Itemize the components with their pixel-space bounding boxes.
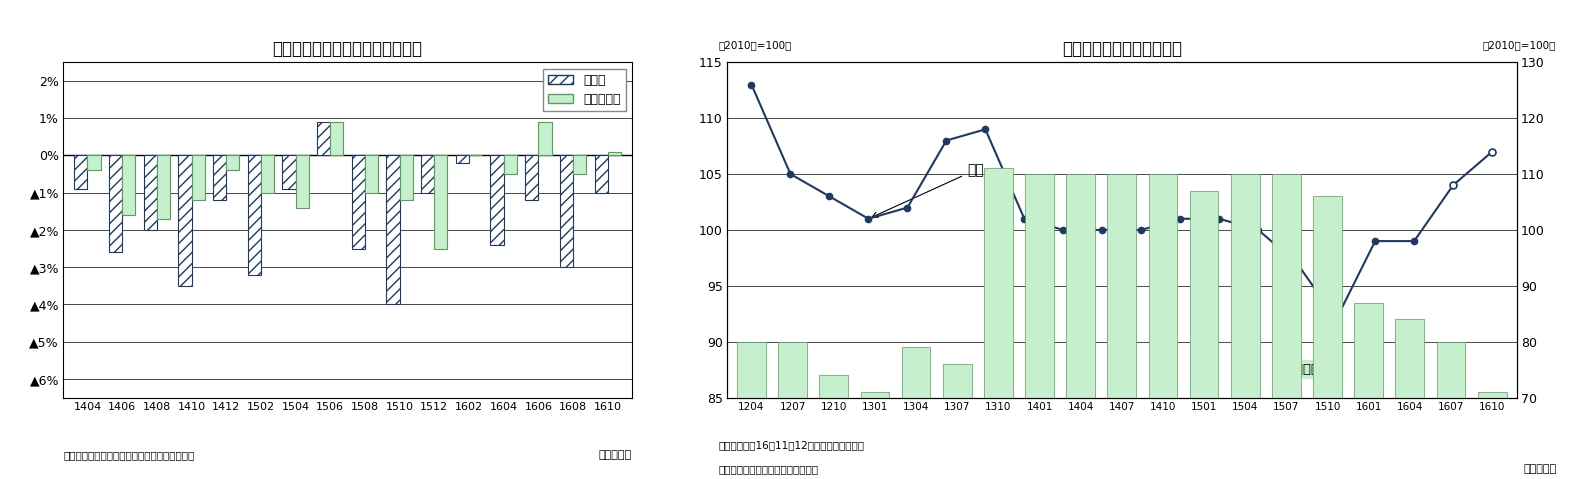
Bar [179, 155, 191, 286]
Bar [1395, 319, 1424, 479]
Bar [594, 155, 608, 193]
Bar [1149, 174, 1177, 479]
Bar [352, 155, 365, 249]
Text: 生産: 生産 [872, 163, 984, 217]
Text: （注）生産の16年11、12月は予測指数で延長: （注）生産の16年11、12月は予測指数で延長 [719, 440, 864, 450]
Bar [87, 155, 101, 171]
Legend: 実現率, 予測修正率: 実現率, 予測修正率 [544, 68, 626, 111]
Bar [365, 155, 378, 193]
Text: （資料）経済産業省「製造工業生産予測指数」: （資料）経済産業省「製造工業生産予測指数」 [63, 450, 194, 460]
Bar [226, 155, 240, 171]
Bar [387, 155, 400, 305]
Bar [191, 155, 205, 200]
Text: （資料）経済産業省「鉱工業指数」: （資料）経済産業省「鉱工業指数」 [719, 464, 818, 474]
Bar [1436, 342, 1465, 479]
Bar [1313, 196, 1341, 479]
Title: 輸送機械の生産、在庫動向: 輸送機械の生産、在庫動向 [1062, 40, 1182, 58]
Bar [539, 122, 551, 155]
Bar [122, 155, 136, 215]
Bar [295, 155, 308, 207]
Bar [559, 155, 574, 267]
Bar [318, 122, 330, 155]
Bar [422, 155, 434, 193]
Bar [455, 155, 469, 163]
Bar [1272, 174, 1300, 479]
Bar [248, 155, 261, 274]
Bar [608, 152, 621, 155]
Text: （2010年=100）: （2010年=100） [719, 40, 792, 50]
Bar [435, 155, 447, 249]
Bar [74, 155, 87, 189]
Text: （年・月）: （年・月） [599, 450, 632, 460]
Bar [779, 342, 807, 479]
Bar [525, 155, 539, 200]
Bar [400, 155, 412, 200]
Text: （年・月）: （年・月） [1523, 464, 1556, 474]
Bar [738, 342, 766, 479]
Text: （2010年=100）: （2010年=100） [1484, 40, 1556, 50]
Bar [156, 155, 171, 219]
Text: 在庫（右目盛）: 在庫（右目盛） [1278, 363, 1335, 376]
Bar [902, 347, 931, 479]
Bar [1231, 174, 1259, 479]
Bar [283, 155, 295, 189]
Bar [984, 169, 1013, 479]
Bar [1108, 174, 1136, 479]
Title: 最近の実現率、予測修正率の推移: 最近の実現率、予測修正率の推移 [273, 40, 422, 58]
Bar [109, 155, 122, 252]
Bar [861, 392, 890, 479]
Bar [820, 375, 848, 479]
Bar [144, 155, 156, 230]
Bar [574, 155, 586, 174]
Bar [330, 122, 343, 155]
Bar [1354, 303, 1382, 479]
Bar [504, 155, 517, 174]
Bar [1025, 174, 1054, 479]
Bar [943, 364, 972, 479]
Bar [1066, 174, 1095, 479]
Bar [1190, 191, 1218, 479]
Bar [1477, 392, 1506, 479]
Bar [213, 155, 226, 200]
Bar [261, 155, 273, 193]
Bar [490, 155, 504, 245]
